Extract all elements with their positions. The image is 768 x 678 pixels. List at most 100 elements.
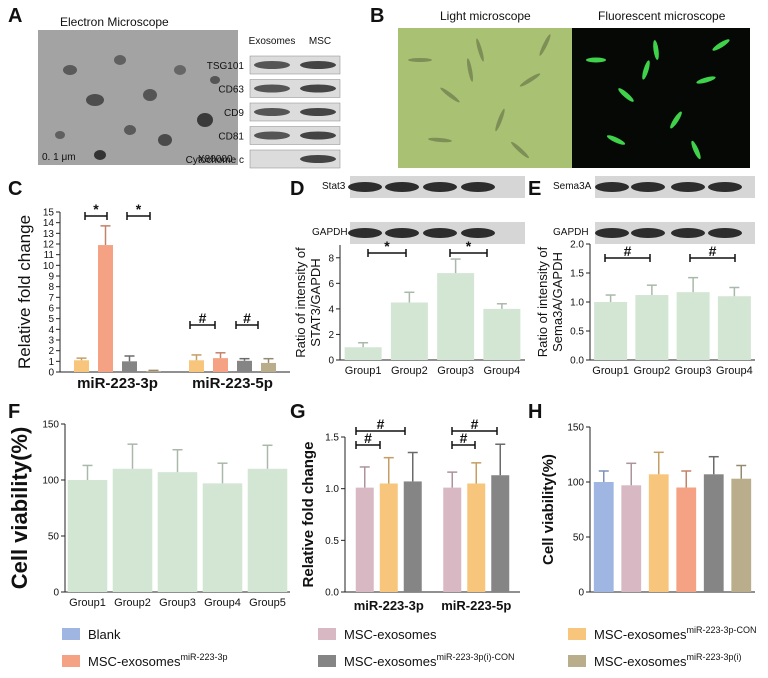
significance: * bbox=[136, 201, 142, 217]
band bbox=[300, 155, 336, 163]
y-tick-label: 5 bbox=[48, 314, 54, 325]
y-tick-label: 11 bbox=[44, 250, 55, 261]
band bbox=[385, 182, 419, 192]
y-tick-label: 4 bbox=[48, 325, 54, 336]
y-tick-label: 15 bbox=[43, 208, 55, 219]
legend-sup: miR-223-3p-CON bbox=[686, 625, 756, 635]
bar bbox=[247, 468, 288, 592]
bar bbox=[731, 478, 752, 592]
y-tick-label: 0 bbox=[53, 588, 59, 599]
bar bbox=[467, 483, 486, 592]
significance: # bbox=[471, 416, 479, 432]
western-blot: TSG101 CD63 CD9 CD81 Cytochome c bbox=[186, 55, 341, 169]
y-tick-label: 0 bbox=[328, 356, 334, 367]
legend-label: MSC-exosomes bbox=[344, 627, 437, 642]
legend-swatch bbox=[62, 628, 80, 640]
y-tick-label: 0 bbox=[578, 588, 584, 599]
y-tick-label: 0 bbox=[48, 368, 54, 379]
bar bbox=[74, 360, 89, 372]
cells bbox=[408, 34, 730, 160]
band bbox=[348, 182, 382, 192]
x-tick-label: Group4 bbox=[484, 365, 521, 377]
significance: # bbox=[364, 430, 372, 446]
y-tick-label: 8 bbox=[328, 253, 334, 264]
legend-label: MSC-exosomesmiR-223-3p bbox=[88, 652, 228, 669]
y-tick-label: 1.5 bbox=[325, 433, 339, 444]
blot-label: Sema3A bbox=[553, 181, 592, 192]
y-tick-label: 50 bbox=[573, 533, 585, 544]
band bbox=[254, 84, 290, 93]
bar-chart: 0 2 4 6 8 Ratio of intensity of STAT3/GAPDH Gro… bbox=[293, 238, 525, 377]
y-tick-label: 100 bbox=[567, 478, 584, 489]
band bbox=[300, 84, 336, 93]
legend-text: MSC-exosomes bbox=[594, 654, 687, 669]
scale-label: 0. 1 μm bbox=[42, 152, 76, 163]
bar bbox=[437, 273, 475, 360]
bar bbox=[112, 468, 153, 592]
band bbox=[300, 108, 336, 116]
y-tick-label: 6 bbox=[328, 279, 334, 290]
y-tick-label: 0.5 bbox=[325, 536, 339, 547]
y-tick-label: 6 bbox=[48, 304, 54, 315]
y-axis-label: Cell viability(%) bbox=[7, 427, 32, 590]
band bbox=[708, 182, 742, 192]
blot-box bbox=[249, 55, 341, 75]
legend-text: MSC-exosomes bbox=[594, 627, 687, 642]
cell bbox=[428, 137, 452, 143]
bar bbox=[648, 474, 669, 592]
bar bbox=[344, 347, 382, 360]
cell bbox=[642, 60, 650, 80]
y-tick-label: 9 bbox=[48, 272, 54, 283]
band bbox=[461, 228, 495, 238]
significance: # bbox=[624, 243, 632, 259]
legend-sup: miR-223-3p bbox=[180, 652, 227, 662]
legend-sup: miR-223-3p(i) bbox=[686, 652, 741, 662]
marker-label: TSG101 bbox=[207, 61, 245, 72]
lane-label: Exosomes bbox=[249, 36, 296, 47]
blots bbox=[348, 176, 755, 244]
bar bbox=[390, 302, 428, 360]
y-axis-label: Sema3A/GAPDH bbox=[550, 252, 565, 352]
bar bbox=[157, 472, 198, 592]
cell bbox=[510, 141, 530, 159]
y-tick-label: 12 bbox=[43, 240, 55, 251]
cell bbox=[586, 57, 606, 63]
x-tick-label: Group3 bbox=[437, 365, 474, 377]
y-tick-label: 4 bbox=[328, 304, 334, 315]
band bbox=[423, 228, 457, 238]
bar bbox=[213, 358, 228, 372]
x-tick-label: Group1 bbox=[592, 365, 629, 377]
y-tick-label: 8 bbox=[48, 282, 54, 293]
bar bbox=[189, 360, 204, 372]
legend-text: MSC-exosomes bbox=[88, 654, 181, 669]
bar bbox=[703, 474, 724, 592]
legend: Blank MSC-exosomes MSC-exosomesmiR-223-3p-… bbox=[62, 625, 756, 669]
legend-swatch bbox=[62, 655, 80, 667]
x-tick-label: Group4 bbox=[204, 597, 241, 609]
y-tick-label: 150 bbox=[42, 420, 59, 431]
x-tick-label: Group2 bbox=[114, 597, 151, 609]
band bbox=[385, 228, 419, 238]
blot-label: GAPDH bbox=[312, 227, 348, 238]
blot-box bbox=[249, 102, 341, 122]
bar-chart: 0 50 100 150 Cell viability(%) bbox=[540, 423, 755, 599]
y-tick-label: 0.5 bbox=[570, 327, 584, 338]
y-tick-label: 10 bbox=[43, 261, 55, 272]
blot-box bbox=[249, 149, 341, 169]
band bbox=[254, 108, 290, 116]
x-tick-label: Group1 bbox=[345, 365, 382, 377]
bar bbox=[593, 482, 614, 592]
blot-box bbox=[249, 79, 341, 98]
band bbox=[423, 182, 457, 192]
panel-letter: D bbox=[290, 178, 304, 200]
bar-chart: 0 50 100 150 Cell viability(%) Group1 Group2 Gr… bbox=[7, 420, 290, 609]
marker-label: CD63 bbox=[218, 85, 244, 96]
marker-label: CD81 bbox=[218, 132, 244, 143]
bar bbox=[379, 483, 398, 592]
legend-swatch bbox=[568, 655, 586, 667]
band bbox=[595, 182, 629, 192]
band bbox=[671, 182, 705, 192]
cell bbox=[495, 108, 505, 132]
